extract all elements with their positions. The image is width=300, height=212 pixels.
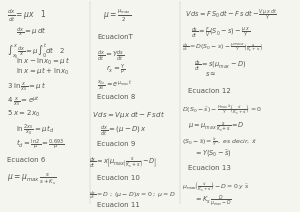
Text: $V\,ds = F\,S_0\,dt - F\,s\,dt - \frac{V\,\mu\,x\,dt}{Y}$: $V\,ds = F\,S_0\,dt - F\,s\,dt - \frac{V… — [185, 7, 277, 22]
Text: $\frac{dx}{dt} = (\mu - D)\, x$: $\frac{dx}{dt} = (\mu - D)\, x$ — [100, 123, 147, 138]
Text: $\frac{ds}{dt} = \frac{F}{V}(S_0-s) - \frac{\mu\, x}{Y}$: $\frac{ds}{dt} = \frac{F}{V}(S_0-s) - \f… — [191, 26, 250, 40]
Text: $s\approx$: $s\approx$ — [205, 70, 217, 78]
Text: Ecuacion 9: Ecuacion 9 — [98, 141, 136, 147]
Text: EcuacionT: EcuacionT — [98, 34, 134, 40]
Text: Ecuacion 12: Ecuacion 12 — [188, 88, 230, 94]
Text: $\mu_{max}\!\left(\frac{\bar{s}}{K_s+\bar{s}}\right)\!-D=0\;y\;\bar{s}$: $\mu_{max}\!\left(\frac{\bar{s}}{K_s+\ba… — [182, 179, 249, 193]
Text: $\ln x - \ln x_0 = \mu\, t$: $\ln x - \ln x_0 = \mu\, t$ — [16, 56, 70, 67]
Text: $\ln x = \mu\, t + \ln x_0$: $\ln x = \mu\, t + \ln x_0$ — [16, 66, 70, 77]
Text: $\mu = \frac{\mu_{max}}{2}$: $\mu = \frac{\mu_{max}}{2}$ — [103, 7, 131, 24]
Text: Ecuacion 13: Ecuacion 13 — [188, 165, 231, 171]
Text: $\frac{dx}{dt} = \mu x \quad 1$: $\frac{dx}{dt} = \mu x \quad 1$ — [7, 7, 47, 24]
Text: $\frac{dx}{dt} = Y\frac{ds}{dt}$: $\frac{dx}{dt} = Y\frac{ds}{dt}$ — [98, 48, 125, 63]
Text: $3\; \ln\frac{x}{x_0} = \mu\, t$: $3\; \ln\frac{x}{x_0} = \mu\, t$ — [7, 80, 46, 93]
Text: Ecuacion 10: Ecuacion 10 — [98, 175, 140, 181]
Text: $4\; \frac{x}{x_0} = e^{\mu t}$: $4\; \frac{x}{x_0} = e^{\mu t}$ — [7, 94, 40, 108]
Text: Ecuacion 11: Ecuacion 11 — [98, 202, 140, 208]
Text: Ecuacion 8: Ecuacion 8 — [98, 94, 136, 100]
Text: $t_d = \frac{\ln 2}{\mu} = \frac{0.693}{\mu}$: $t_d = \frac{\ln 2}{\mu} = \frac{0.693}{… — [16, 137, 64, 152]
Text: $(S_0-\bar{s}) = \frac{\bar{x}}{Y}\;,\;es\;decir,\;\bar{x}$: $(S_0-\bar{s}) = \frac{\bar{x}}{Y}\;,\;e… — [182, 137, 257, 148]
Text: $\frac{ds}{dt} = D(S_0-s) - \frac{\mu_{max}\,x}{Y}\!\left(\frac{s}{K_s+s}\right): $\frac{ds}{dt} = D(S_0-s) - \frac{\mu_{m… — [182, 42, 263, 54]
Text: $= K_s\,\frac{D}{\mu_{max}-D}$: $= K_s\,\frac{D}{\mu_{max}-D}$ — [194, 193, 231, 209]
Text: $\frac{dx}{dt} = x\!\left[\mu_{max}\!\left(\frac{s}{K_s+s}\right)\!-\!D\right]$: $\frac{dx}{dt} = x\!\left[\mu_{max}\!\le… — [89, 155, 156, 170]
Text: Ecuacion 6: Ecuacion 6 — [7, 157, 46, 163]
Text: $\frac{dx}{x} = \mu\, dt$: $\frac{dx}{x} = \mu\, dt$ — [16, 26, 46, 39]
Text: $= Y(S_0-\bar{s})$: $= Y(S_0-\bar{s})$ — [194, 149, 231, 159]
Text: $\ln\frac{2x_0}{x_0} = \mu\, t_d$: $\ln\frac{2x_0}{x_0} = \mu\, t_d$ — [16, 123, 55, 138]
Text: $D(S_0-\bar{s}) - \frac{\mu_{max}\,\bar{x}}{Y}\!\left(\frac{\bar{s}}{K_s+\bar{s}: $D(S_0-\bar{s}) - \frac{\mu_{max}\,\bar{… — [182, 102, 262, 116]
Text: $\int_{x_0}^{x} \frac{dx}{x} = \mu \int_0^t dt \quad 2$: $\int_{x_0}^{x} \frac{dx}{x} = \mu \int_… — [7, 42, 65, 61]
Text: $\frac{x_{2x}}{x_0} = e^{\mu_{max}\, t}$: $\frac{x_{2x}}{x_0} = e^{\mu_{max}\, t}$ — [98, 78, 133, 92]
Text: $\frac{dx}{dt} = D\;; \;(\mu-D)x=0\;; \;\mu=D$: $\frac{dx}{dt} = D\;; \;(\mu-D)x=0\;; \;… — [89, 189, 176, 201]
Text: $\mu = \mu_{max}\,\frac{s}{s + K_s}$: $\mu = \mu_{max}\,\frac{s}{s + K_s}$ — [7, 171, 56, 187]
Text: $V\,ds = V\mu\, x\,dt - F\,s\,dt$: $V\,ds = V\mu\, x\,dt - F\,s\,dt$ — [92, 109, 165, 120]
Text: $r_x = \frac{Y}{p}$: $r_x = \frac{Y}{p}$ — [106, 62, 126, 77]
Text: $5\; x = 2\, x_0$: $5\; x = 2\, x_0$ — [7, 109, 41, 119]
Text: $\frac{ds}{dt} = s(\mu_{max}-D)$: $\frac{ds}{dt} = s(\mu_{max}-D)$ — [194, 58, 246, 73]
Text: $\mu = \mu_{max}\,\frac{s}{K_s+s} = D$: $\mu = \mu_{max}\,\frac{s}{K_s+s} = D$ — [188, 121, 244, 134]
